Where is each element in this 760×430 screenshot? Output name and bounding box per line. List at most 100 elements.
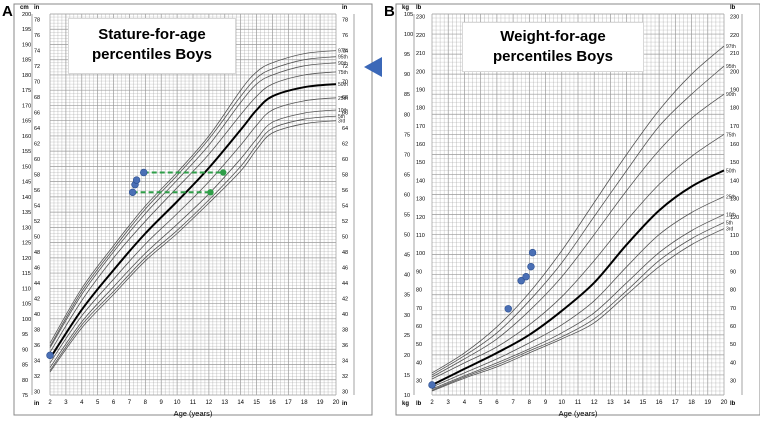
y-tick-label-in-left: 74 bbox=[34, 49, 40, 55]
y-tick-label-in-right: 34 bbox=[342, 358, 348, 364]
y-tick-label-lb-left: 30 bbox=[416, 379, 422, 385]
x-tick-label: 9 bbox=[160, 400, 164, 406]
y-tick-label-in-left: 50 bbox=[34, 235, 40, 241]
y-tick-label-lb-right: 160 bbox=[730, 142, 739, 148]
percentile-label: 90th bbox=[726, 92, 736, 98]
patient-data-point bbox=[504, 305, 512, 313]
x-tick-label: 16 bbox=[269, 400, 276, 406]
y-unit-cm-label: cm bbox=[20, 5, 29, 11]
x-tick-label: 12 bbox=[591, 400, 598, 406]
panel-b-title-line2: percentiles Boys bbox=[492, 48, 614, 65]
y-tick-label-in-right: 76 bbox=[342, 33, 348, 39]
y-tick-label-cm: 195 bbox=[22, 27, 31, 33]
y-tick-label-kg: 100 bbox=[404, 32, 413, 38]
y-tick-label-lb-left: 60 bbox=[416, 324, 422, 330]
y-tick-label-lb-right: 60 bbox=[730, 324, 736, 330]
y-tick-label-cm: 160 bbox=[22, 134, 31, 140]
x-tick-label: 7 bbox=[128, 400, 132, 406]
panel-a-frame bbox=[13, 3, 373, 416]
patient-data-point bbox=[528, 248, 537, 257]
percentile-curve-97th bbox=[49, 50, 337, 344]
y-tick-label-in-right: 72 bbox=[342, 64, 348, 70]
y-tick-label-in-left: 70 bbox=[34, 80, 40, 86]
percentile-label: 5th bbox=[338, 114, 345, 120]
y-tick-label-kg: 80 bbox=[404, 112, 410, 118]
patient-data-point bbox=[46, 351, 54, 360]
percentile-label: 50th bbox=[726, 168, 736, 174]
y-unit-lb-left-label: lb bbox=[416, 5, 422, 11]
patient-data-point bbox=[527, 262, 535, 271]
y-tick-label-cm: 130 bbox=[22, 225, 31, 231]
projection-end-point bbox=[219, 169, 227, 176]
x-tick-label: 18 bbox=[688, 400, 695, 406]
y-tick-label-cm: 95 bbox=[22, 332, 28, 338]
y-unit-in-left-label: in bbox=[34, 5, 40, 11]
y-tick-label-lb-left: 40 bbox=[416, 360, 422, 366]
x-tick-label: 4 bbox=[80, 400, 84, 406]
y-tick-label-lb-right: 230 bbox=[730, 15, 739, 21]
x-tick-label: 7 bbox=[511, 400, 515, 406]
x-tick-label: 14 bbox=[237, 400, 244, 406]
projection-end-point bbox=[207, 189, 214, 196]
y-tick-label-in-right: 48 bbox=[342, 250, 348, 256]
percentile-curve-50th bbox=[431, 169, 725, 386]
y-tick-label-lb-right: 70 bbox=[730, 306, 736, 312]
y-tick-label-lb-left: 220 bbox=[416, 33, 425, 39]
y-tick-label-kg: 25 bbox=[404, 333, 410, 339]
x-tick-label: 2 bbox=[430, 400, 434, 406]
percentile-curve-5th bbox=[49, 115, 337, 371]
y-tick-label-in-right: 36 bbox=[342, 343, 348, 349]
y-tick-label-in-right: 50 bbox=[342, 235, 348, 241]
x-tick-label: 15 bbox=[253, 400, 260, 406]
y-tick-label-in-right: 66 bbox=[342, 111, 348, 117]
x-tick-label: 19 bbox=[704, 400, 711, 406]
y-tick-label-cm: 110 bbox=[22, 286, 31, 292]
x-axis-label: Age (years) bbox=[174, 409, 213, 418]
x-tick-label: 5 bbox=[479, 400, 483, 406]
x-tick-label: 8 bbox=[528, 400, 532, 406]
x-tick-label: 5 bbox=[96, 400, 100, 406]
y-tick-label-in-right: 40 bbox=[342, 312, 348, 318]
y-tick-label-in-left: 44 bbox=[34, 281, 40, 287]
y-tick-label-kg: 30 bbox=[404, 313, 410, 319]
y-tick-label-kg: 35 bbox=[404, 293, 410, 299]
y-tick-label-in-right: 58 bbox=[342, 173, 348, 179]
percentile-curve-75th bbox=[431, 133, 725, 380]
y-tick-label-cm: 200 bbox=[22, 12, 31, 18]
y-tick-label-in-right: 68 bbox=[342, 95, 348, 101]
y-tick-label-in-right: 74 bbox=[342, 49, 348, 55]
y-tick-label-cm: 120 bbox=[22, 256, 31, 262]
percentile-label: 3rd bbox=[338, 119, 345, 125]
y-tick-label-kg: 10 bbox=[404, 393, 410, 399]
y-tick-label-in-right: 62 bbox=[342, 142, 348, 148]
y-tick-label-in-right: 64 bbox=[342, 126, 348, 132]
y-tick-label-in-left: 78 bbox=[34, 18, 40, 24]
x-tick-label: 10 bbox=[558, 400, 565, 406]
percentile-label: 3rd bbox=[726, 227, 733, 233]
y-tick-label-cm: 170 bbox=[22, 103, 31, 109]
y-tick-label-in-left: 42 bbox=[34, 296, 40, 302]
x-tick-label: 4 bbox=[463, 400, 467, 406]
panel-b-letter: B bbox=[384, 3, 395, 20]
percentile-curve-75th bbox=[49, 71, 337, 353]
y-tick-label-in-left: 52 bbox=[34, 219, 40, 225]
y-tick-label-lb-right: 100 bbox=[730, 251, 739, 257]
y-tick-label-in-left: 72 bbox=[34, 64, 40, 70]
y-tick-label-kg: 60 bbox=[404, 192, 410, 198]
y-tick-label-lb-left: 160 bbox=[416, 142, 425, 148]
y-tick-label-cm: 155 bbox=[22, 149, 31, 155]
y-tick-label-cm: 165 bbox=[22, 119, 31, 125]
y-tick-label-lb-right: 40 bbox=[730, 360, 736, 366]
y-tick-label-in-left: 30 bbox=[34, 389, 40, 395]
y-tick-label-lb-right: 210 bbox=[730, 51, 739, 57]
y-tick-label-lb-right: 30 bbox=[730, 379, 736, 385]
y-tick-label-lb-left: 180 bbox=[416, 106, 425, 112]
x-tick-label: 14 bbox=[623, 400, 630, 406]
x-tick-label: 6 bbox=[112, 400, 116, 406]
patient-data-point bbox=[517, 277, 525, 285]
panel-a-letter: A bbox=[2, 3, 13, 20]
percentile-label: 95th bbox=[726, 64, 736, 70]
y-tick-label-in-left: 56 bbox=[34, 188, 40, 194]
percentile-label: 50th bbox=[338, 82, 348, 88]
